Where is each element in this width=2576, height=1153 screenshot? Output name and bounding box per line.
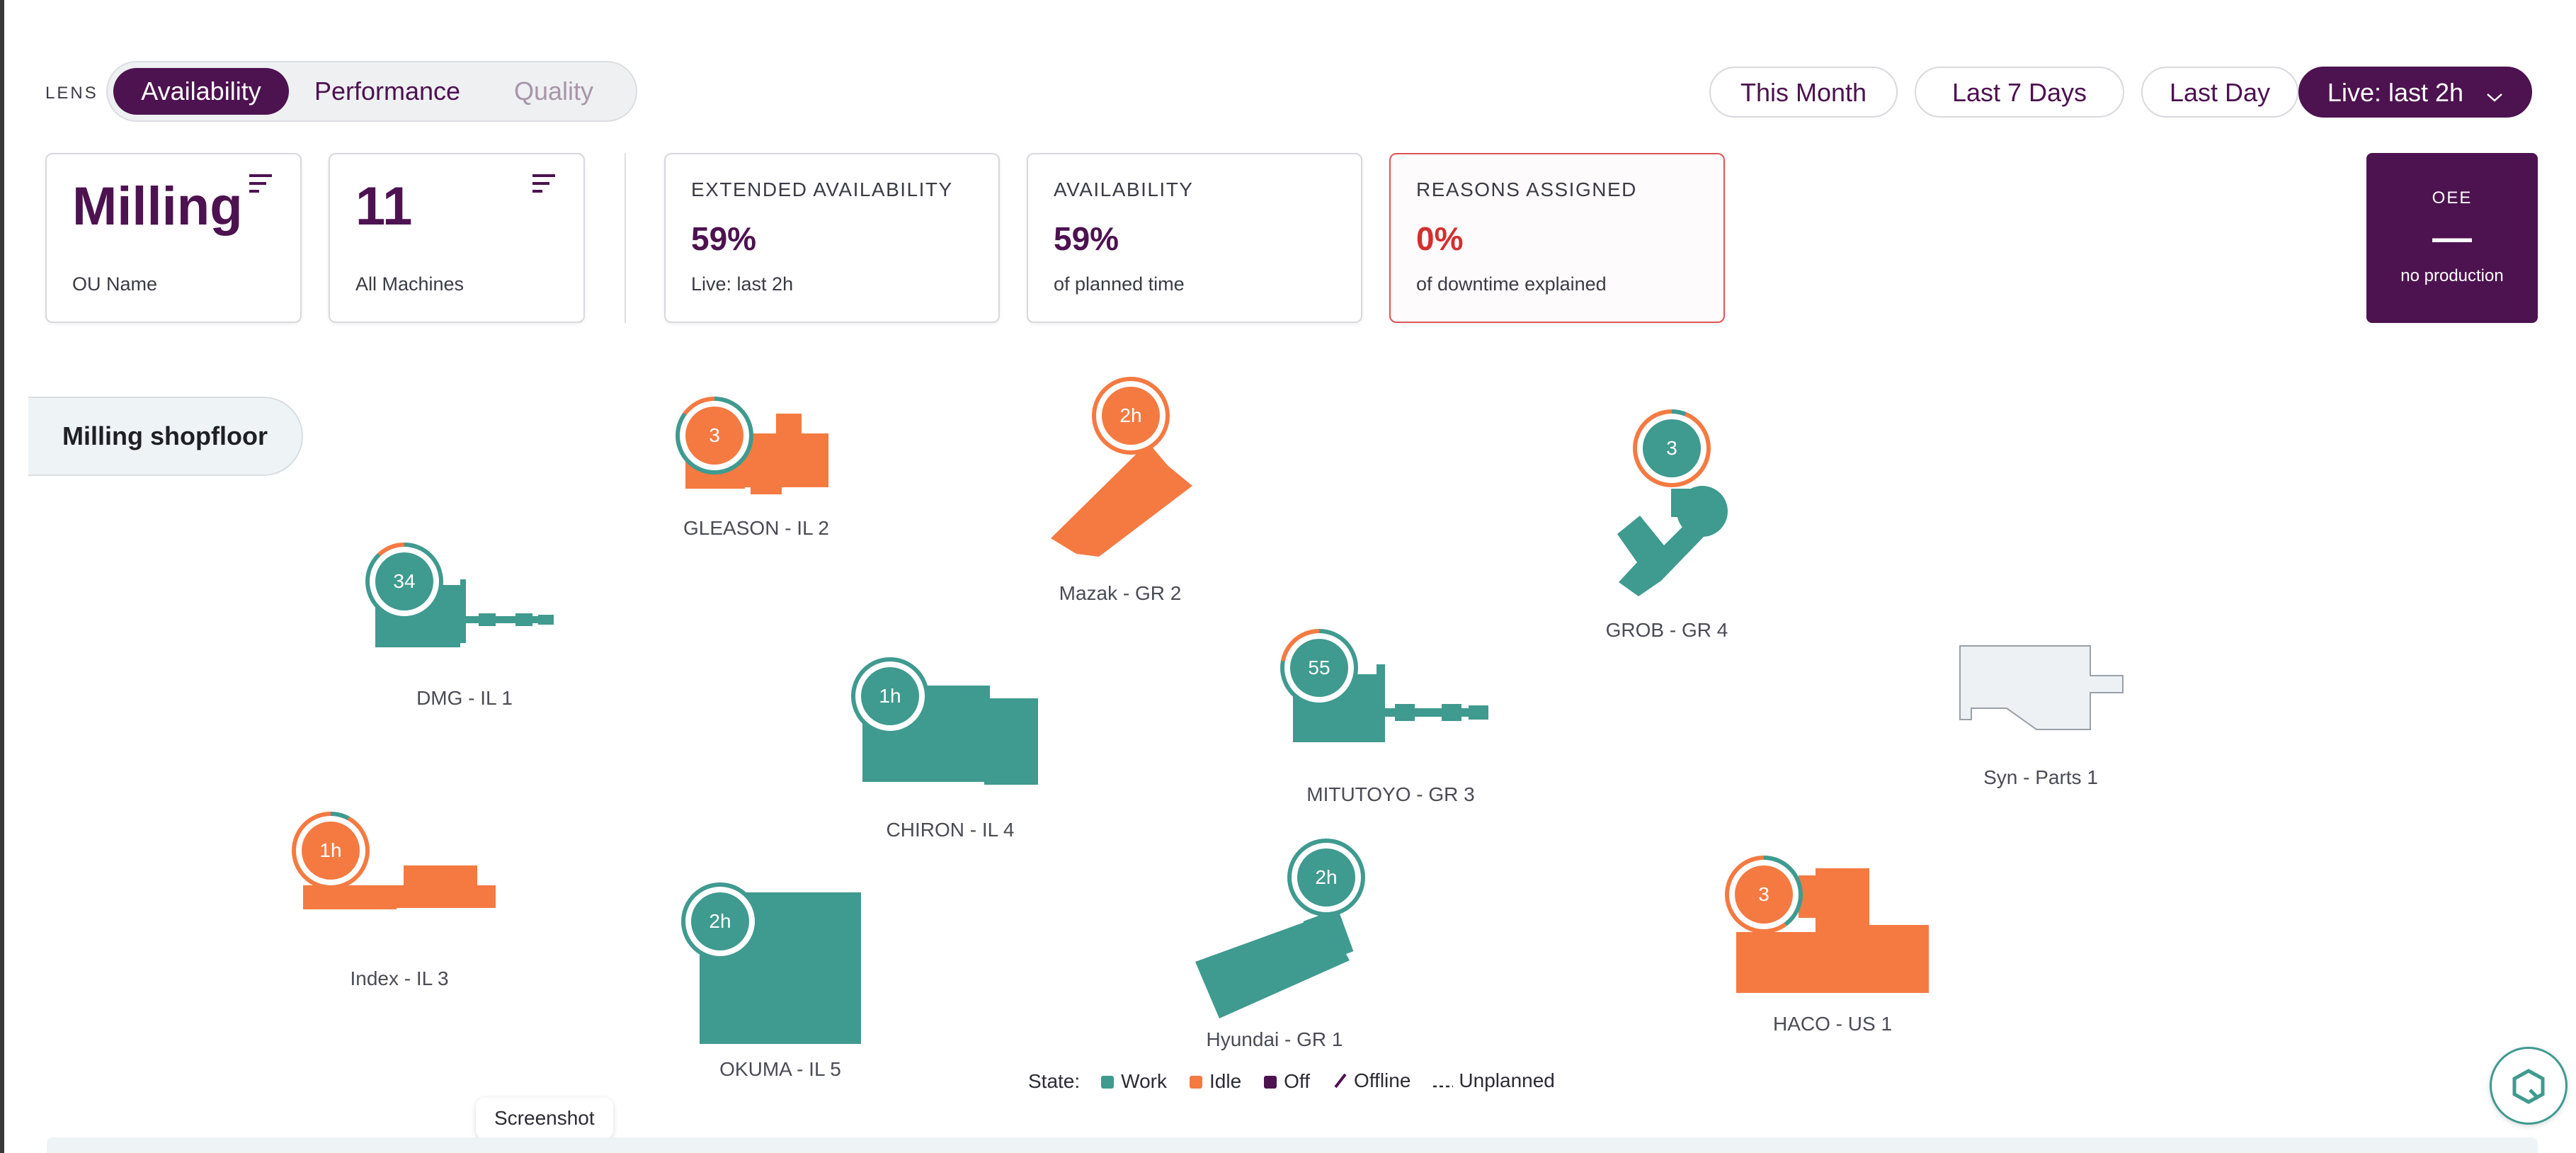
kpi-subtitle: of downtime explained (1416, 273, 1607, 295)
kpi-reasons-assigned-card[interactable]: REASONS ASSIGNED 0% of downtime explaine… (1389, 153, 1725, 323)
badge-chiron[interactable]: 1h (851, 657, 929, 735)
kpi-availability-card[interactable]: AVAILABILITY 59% of planned time (1027, 153, 1362, 323)
badge-mazak[interactable]: 2h (1092, 377, 1170, 455)
oee-title: OEE (2432, 188, 2473, 208)
window-edge (0, 0, 4, 1153)
off-swatch (1264, 1076, 1277, 1089)
offline-slash-icon (1333, 1071, 1348, 1094)
badge-index[interactable]: 1h (292, 812, 370, 890)
legend-offline: Offline (1333, 1069, 1410, 1094)
idle-swatch (1190, 1076, 1202, 1089)
legend-idle: Idle (1190, 1070, 1241, 1093)
legend-work: Work (1101, 1070, 1167, 1093)
badge-count: 1h (861, 667, 919, 725)
badge-count: 3 (1643, 419, 1701, 477)
badge-grob[interactable]: 3 (1633, 409, 1711, 487)
machine-label[interactable]: Hyundai - GR 1 (1206, 1028, 1343, 1050)
filter-icon[interactable] (532, 173, 557, 198)
machine-shape-index[interactable] (303, 865, 496, 909)
lens-label: LENS (45, 84, 98, 103)
machine-label[interactable]: DMG - IL 1 (416, 687, 513, 709)
machine-label[interactable]: MITUTOYO - GR 3 (1306, 783, 1475, 805)
badge-count: 2h (1297, 848, 1355, 907)
kpi-subtitle: Live: last 2h (691, 273, 794, 295)
machine-label[interactable]: OKUMA - IL 5 (719, 1058, 841, 1080)
time-this-month-button[interactable]: This Month (1709, 67, 1898, 118)
machine-shape-haco[interactable] (1736, 868, 1929, 993)
badge-count: 2h (691, 892, 749, 950)
ou-filter-card[interactable]: Milling OU Name (45, 153, 302, 323)
time-live-dropdown[interactable]: Live: last 2h (2298, 67, 2532, 118)
legend-label: Idle (1209, 1069, 1242, 1092)
machine-shape-grob[interactable] (1617, 486, 1728, 596)
machine-shape-hyundai[interactable] (1195, 909, 1354, 1018)
machine-label[interactable]: GROB - GR 4 (1605, 619, 1728, 641)
oee-subtitle: no production (2400, 266, 2504, 285)
legend-label: Unplanned (1459, 1069, 1555, 1091)
time-live-label: Live: last 2h (2327, 78, 2464, 107)
bottom-panel (47, 1137, 2538, 1153)
badge-hyundai[interactable]: 2h (1287, 839, 1365, 916)
badge-count: 1h (302, 822, 360, 880)
oee-value: — (2432, 215, 2472, 259)
kpi-title: REASONS ASSIGNED (1416, 178, 1637, 200)
legend-label: Work (1121, 1069, 1167, 1092)
machine-label[interactable]: Mazak - GR 2 (1059, 582, 1182, 604)
legend-off: Off (1264, 1070, 1310, 1093)
ou-name-value: Milling (72, 176, 243, 237)
machines-label: All Machines (355, 273, 465, 295)
badge-count: 2h (1102, 387, 1160, 445)
legend-label: Offline (1354, 1069, 1411, 1091)
badge-count: 3 (685, 407, 743, 465)
kpi-value: 0% (1416, 220, 1464, 257)
badge-okuma[interactable]: 2h (681, 882, 759, 960)
shopfloor-tab[interactable]: Milling shopfloor (28, 397, 303, 476)
time-last-day-button[interactable]: Last Day (2141, 67, 2298, 118)
work-swatch (1101, 1076, 1115, 1089)
help-logo-icon (2512, 1069, 2546, 1108)
dashed-line-icon (1433, 1071, 1454, 1094)
chevron-down-icon (2486, 69, 2503, 119)
machine-shape-mazak[interactable] (1051, 445, 1192, 557)
oee-card[interactable]: OEE — no production (2366, 153, 2538, 323)
kpi-subtitle: of planned time (1054, 273, 1185, 295)
badge-haco[interactable]: 3 (1725, 856, 1803, 933)
legend-label: Off (1284, 1069, 1310, 1092)
help-chat-button[interactable] (2490, 1047, 2568, 1125)
lens-toggle-group: Availability Performance Quality (106, 61, 637, 122)
machine-label[interactable]: Index - IL 3 (350, 967, 449, 989)
badge-gleason[interactable]: 3 (676, 397, 753, 475)
legend-title: State: (1028, 1069, 1081, 1092)
badge-dmg[interactable]: 34 (365, 543, 443, 620)
ou-name-label: OU Name (72, 273, 158, 295)
badge-count: 55 (1290, 639, 1348, 697)
filter-icon[interactable] (249, 173, 273, 198)
card-divider (625, 153, 626, 323)
badge-count: 3 (1735, 865, 1793, 924)
lens-quality-button[interactable]: Quality (513, 76, 594, 106)
kpi-title: AVAILABILITY (1054, 178, 1194, 200)
kpi-title: EXTENDED AVAILABILITY (691, 178, 953, 200)
machine-shape-syn-parts[interactable] (1959, 645, 2124, 730)
state-legend: State: Work Idle Off Offline Unplanned (1028, 1069, 1568, 1094)
kpi-extended-availability-card[interactable]: EXTENDED AVAILABILITY 59% Live: last 2h (664, 153, 1000, 323)
badge-count: 34 (375, 552, 433, 610)
kpi-value: 59% (691, 220, 757, 257)
machines-filter-card[interactable]: 11 All Machines (329, 153, 585, 323)
legend-unplanned: Unplanned (1433, 1069, 1555, 1094)
machine-label[interactable]: HACO - US 1 (1772, 1013, 1893, 1035)
lens-availability-button[interactable]: Availability (113, 68, 289, 115)
lens-performance-button[interactable]: Performance (314, 76, 461, 106)
machine-label[interactable]: Syn - Parts 1 (1983, 766, 2098, 788)
screenshot-tooltip: Screenshot (476, 1098, 613, 1139)
machine-label[interactable]: GLEASON - IL 2 (683, 517, 829, 539)
kpi-value: 59% (1054, 220, 1119, 257)
badge-mitutoyo[interactable]: 55 (1280, 629, 1358, 707)
machine-count-value: 11 (355, 176, 413, 237)
time-last-7-days-button[interactable]: Last 7 Days (1915, 67, 2124, 118)
machine-label[interactable]: CHIRON - IL 4 (886, 819, 1015, 841)
